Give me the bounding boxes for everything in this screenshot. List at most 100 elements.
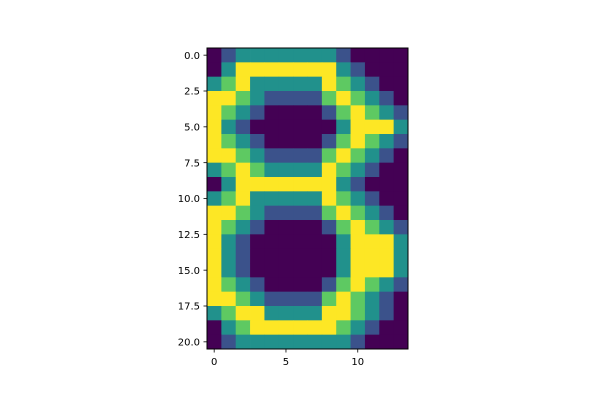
- heatmap-cell: [321, 162, 337, 178]
- heatmap-cell: [393, 76, 409, 92]
- heatmap-cell: [207, 177, 222, 192]
- heatmap-cell: [278, 148, 294, 164]
- heatmap-cell: [264, 334, 280, 350]
- heatmap-cell: [307, 162, 323, 178]
- y-tick-label: 15.0: [178, 266, 200, 277]
- heatmap-cell: [221, 248, 237, 264]
- heatmap-cell: [264, 320, 280, 336]
- heatmap-cell: [278, 263, 294, 278]
- heatmap-cell: [264, 263, 280, 278]
- heatmap-cell: [235, 263, 251, 278]
- heatmap-cell: [307, 334, 323, 350]
- heatmap-cell: [207, 191, 222, 207]
- heatmap-cell: [307, 205, 323, 221]
- heatmap-cell: [364, 320, 380, 336]
- heatmap-cell: [379, 277, 394, 293]
- heatmap-cell: [250, 334, 265, 350]
- heatmap-cell: [321, 291, 337, 307]
- y-tick-label: 12.5: [178, 230, 200, 241]
- heatmap-cell: [207, 306, 222, 321]
- heatmap-cell: [336, 177, 351, 192]
- heatmap-cell: [393, 205, 409, 221]
- heatmap-cell: [221, 177, 237, 192]
- heatmap-cell: [307, 76, 323, 92]
- y-tick-label: 17.5: [178, 302, 200, 313]
- heatmap-cell: [321, 220, 337, 235]
- heatmap-cell: [393, 48, 409, 63]
- heatmap-cell: [293, 291, 308, 307]
- heatmap-cell: [379, 48, 394, 63]
- heatmap-cell: [293, 205, 308, 221]
- heatmap-cell: [293, 248, 308, 264]
- heatmap-cell: [235, 177, 251, 192]
- heatmap-cell: [207, 62, 222, 78]
- heatmap-cell: [221, 263, 237, 278]
- heatmap-cell: [364, 248, 380, 264]
- heatmap-cell: [207, 148, 222, 164]
- heatmap-cell: [350, 234, 366, 250]
- heatmap-cell: [293, 62, 308, 78]
- heatmap-cell: [264, 234, 280, 250]
- heatmap-cell: [221, 91, 237, 106]
- heatmap-cell: [336, 205, 351, 221]
- heatmap-cell: [235, 134, 251, 149]
- heatmap-cell: [207, 134, 222, 149]
- heatmap-cell: [307, 263, 323, 278]
- heatmap-cell: [379, 334, 394, 350]
- heatmap-cell: [293, 234, 308, 250]
- heatmap-cell: [264, 205, 280, 221]
- heatmap-cell: [321, 248, 337, 264]
- heatmap-cell: [336, 119, 351, 135]
- heatmap-cell: [336, 306, 351, 321]
- heatmap-cell: [221, 148, 237, 164]
- heatmap-cell: [264, 91, 280, 106]
- x-tick-label: 5: [283, 357, 289, 368]
- heatmap-cell: [336, 334, 351, 350]
- heatmap-cell: [336, 148, 351, 164]
- heatmap-cell: [364, 291, 380, 307]
- heatmap-cell: [221, 320, 237, 336]
- heatmap-cell: [221, 76, 237, 92]
- heatmap-cell: [235, 205, 251, 221]
- heatmap-cell: [307, 320, 323, 336]
- y-tick-label: 7.5: [184, 158, 200, 169]
- heatmap-cell: [321, 48, 337, 63]
- heatmap-cell: [207, 91, 222, 106]
- heatmap-cell: [350, 334, 366, 350]
- heatmap-cell: [393, 105, 409, 121]
- heatmap-cell: [207, 248, 222, 264]
- heatmap-cell: [264, 177, 280, 192]
- heatmap-cell: [350, 248, 366, 264]
- heatmap-cell: [393, 148, 409, 164]
- heatmap-cell: [336, 277, 351, 293]
- heatmap-cell: [264, 291, 280, 307]
- heatmap-cell: [235, 48, 251, 63]
- heatmap-cell: [379, 119, 394, 135]
- y-axis: 0.0 2.5 5.0 7.5 10.0 12.5 15.0 17.5 20.0: [178, 51, 207, 348]
- heatmap-cell: [307, 48, 323, 63]
- heatmap-cell: [235, 62, 251, 78]
- heatmap-cell: [379, 205, 394, 221]
- heatmap-cell: [207, 263, 222, 278]
- heatmap-cell: [278, 105, 294, 121]
- heatmap-cell: [321, 306, 337, 321]
- heatmap-cell: [393, 277, 409, 293]
- heatmap-cell: [336, 263, 351, 278]
- heatmap-cell: [393, 248, 409, 264]
- heatmap-cell: [364, 148, 380, 164]
- y-tick-label: 20.0: [178, 337, 200, 348]
- heatmap-cell: [221, 205, 237, 221]
- heatmap-cell: [336, 248, 351, 264]
- heatmap-cell: [393, 234, 409, 250]
- heatmap-cell: [293, 263, 308, 278]
- heatmap-cell: [307, 177, 323, 192]
- heatmap-cell: [250, 76, 265, 92]
- heatmap-cell: [364, 234, 380, 250]
- heatmap-cell: [278, 119, 294, 135]
- heatmap-cell: [307, 306, 323, 321]
- x-axis: 0 5 10: [211, 349, 364, 368]
- heatmap-cell: [250, 91, 265, 106]
- heatmap-cell: [393, 263, 409, 278]
- heatmap-cell: [321, 62, 337, 78]
- heatmap-cell: [307, 248, 323, 264]
